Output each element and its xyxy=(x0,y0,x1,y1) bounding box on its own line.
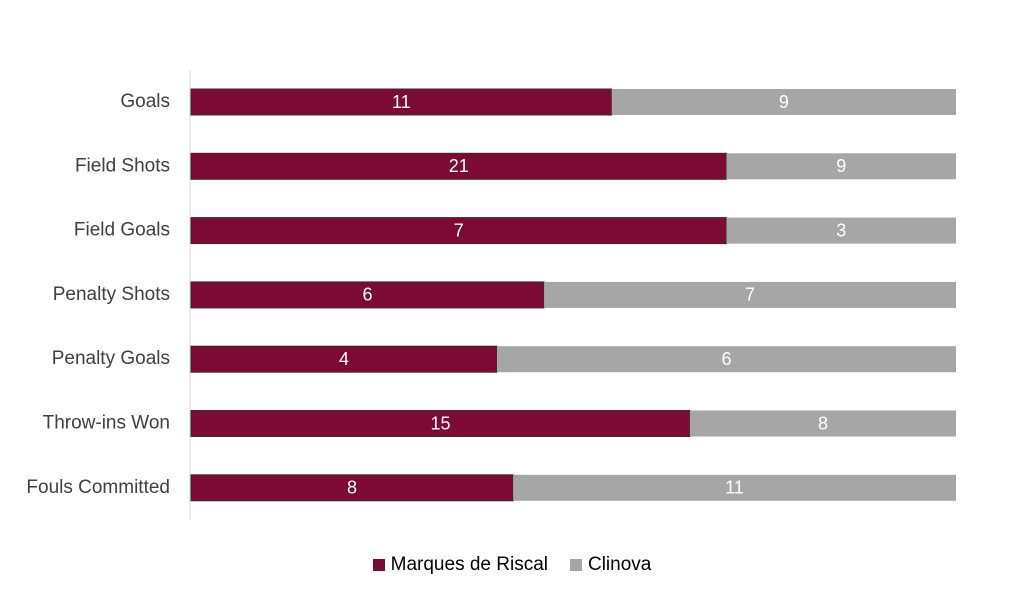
legend-swatch-series-0 xyxy=(372,559,385,571)
data-label-series-1-penalty-goals: 6 xyxy=(721,349,731,369)
bar-series-0-fouls-committed xyxy=(190,474,514,502)
data-label-series-0-throw-ins-won: 15 xyxy=(430,413,450,433)
data-label-series-0-goals: 11 xyxy=(392,92,411,112)
data-label-series-1-field-shots: 9 xyxy=(836,156,846,176)
data-label-series-1-throw-ins-won: 8 xyxy=(818,413,828,433)
bar-series-1-throw-ins-won xyxy=(689,410,956,437)
bar-series-0-throw-ins-won xyxy=(190,410,691,437)
bar-series-1-fouls-committed xyxy=(513,474,956,501)
bar-series-1-penalty-shots xyxy=(544,281,956,308)
bar-series-1-field-goals xyxy=(726,217,956,244)
category-label-field-shots: Field Shots xyxy=(75,155,170,176)
legend-item-series-0: Marques de Riscal xyxy=(372,554,548,576)
data-label-series-0-field-shots: 21 xyxy=(449,156,469,176)
data-label-series-1-penalty-shots: 7 xyxy=(745,285,755,305)
legend-swatch-series-1 xyxy=(569,559,582,571)
bar-series-0-penalty-shots xyxy=(190,281,545,309)
category-label-penalty-shots: Penalty Shots xyxy=(53,284,170,305)
legend-label-series-0: Marques de Riscal xyxy=(390,554,548,575)
bar-series-1-penalty-goals xyxy=(497,346,956,373)
data-label-series-0-fouls-committed: 8 xyxy=(347,478,357,498)
legend-label-series-1: Clinova xyxy=(587,554,652,575)
category-label-goals: Goals xyxy=(120,91,170,112)
data-label-series-0-penalty-goals: 4 xyxy=(339,349,349,369)
legend: Marques de Riscal Clinova xyxy=(0,554,1024,576)
data-label-series-1-fouls-committed: 11 xyxy=(725,478,744,498)
bars-group: Goals 11 9 Field Shots 21 9 Field Goals 7 3 Penal… xyxy=(26,88,956,502)
bar-series-0-penalty-goals xyxy=(190,345,498,373)
category-label-penalty-goals: Penalty Goals xyxy=(52,348,170,369)
category-label-fouls-committed: Fouls Committed xyxy=(26,477,170,498)
stacked-bar-chart: Goals 11 9 Field Shots 21 9 Field Goals 7 3 Penal… xyxy=(26,70,956,520)
legend-item-series-1: Clinova xyxy=(569,554,652,576)
bar-series-1-field-shots xyxy=(726,153,956,180)
data-label-series-1-field-goals: 3 xyxy=(836,220,846,240)
bar-series-0-field-shots xyxy=(190,152,727,180)
bar-series-0-field-goals xyxy=(190,217,727,245)
category-label-throw-ins-won: Throw-ins Won xyxy=(43,413,170,434)
category-label-field-goals: Field Goals xyxy=(74,220,170,241)
data-label-series-1-goals: 9 xyxy=(779,92,789,112)
bar-series-1-goals xyxy=(611,89,956,115)
data-label-series-0-penalty-shots: 6 xyxy=(363,285,373,305)
data-label-series-0-field-goals: 7 xyxy=(454,220,464,240)
